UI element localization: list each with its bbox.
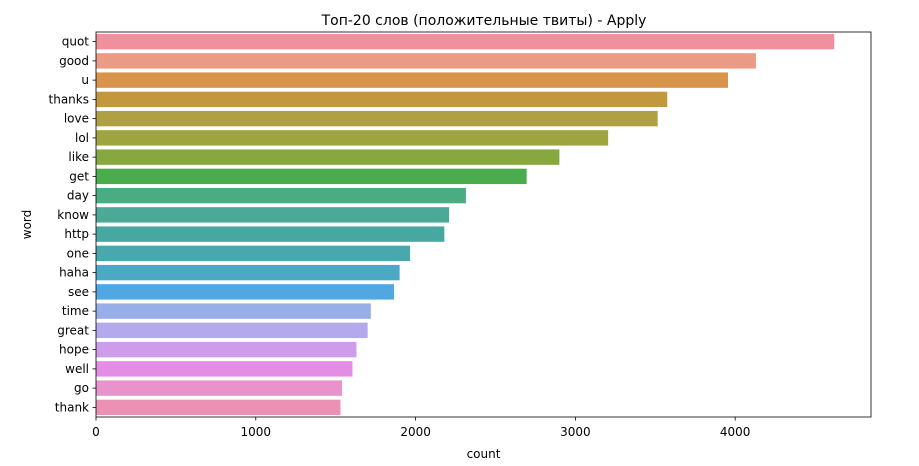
bar-good: [96, 53, 756, 69]
y-tick-label: good: [59, 54, 89, 68]
bar-lol: [96, 130, 609, 146]
bar-time: [96, 303, 371, 319]
bar-go: [96, 380, 343, 396]
y-tick-label: http: [64, 227, 89, 241]
plot-frame: [95, 31, 872, 418]
y-tick-label: go: [74, 381, 89, 395]
x-tick-label: 4000: [720, 425, 751, 439]
x-tick-label: 2000: [400, 425, 431, 439]
bar-one: [96, 245, 410, 262]
bar-get: [96, 168, 527, 185]
y-tick-label: well: [65, 362, 89, 376]
y-tick-label: know: [57, 208, 89, 222]
bar-know: [96, 207, 450, 223]
bar-great: [96, 322, 368, 339]
bar-thanks: [96, 91, 668, 108]
bar-thank: [96, 399, 341, 416]
x-tick-label: 0: [92, 425, 100, 439]
y-tick-label: like: [68, 150, 89, 164]
y-axis-title: word: [20, 210, 34, 240]
x-tick-label: 1000: [241, 425, 272, 439]
bar-see: [96, 284, 395, 300]
y-tick-label: get: [69, 169, 89, 183]
bar-well: [96, 361, 353, 377]
y-tick-label: thanks: [49, 92, 89, 106]
x-tick-label: 3000: [560, 425, 591, 439]
y-tick-label: haha: [59, 266, 89, 280]
bar-day: [96, 187, 466, 204]
y-tick-label: hope: [59, 343, 89, 357]
y-tick-label: see: [68, 285, 89, 299]
bar-like: [96, 149, 560, 165]
bar-haha: [96, 264, 400, 281]
y-tick-label: love: [64, 112, 89, 126]
bars-layer: [96, 33, 835, 416]
y-tick-label: great: [57, 323, 89, 337]
bar-hope: [96, 341, 357, 358]
y-tick-label: time: [62, 304, 89, 318]
y-tick-label: day: [67, 189, 89, 203]
bar-love: [96, 110, 658, 127]
y-tick-label: thank: [55, 400, 89, 414]
y-tick-label: one: [67, 246, 89, 260]
x-axis-title: count: [467, 447, 501, 461]
bar-http: [96, 226, 445, 242]
y-tick-label: lol: [75, 131, 89, 145]
bar-quot: [96, 33, 835, 50]
bar-u: [96, 72, 728, 88]
x-ticks: 0 1000 2000 3000 4000: [92, 417, 750, 439]
y-tick-label: quot: [62, 35, 90, 49]
chart-title: Топ-20 слов (положительные твиты) - Appl…: [321, 13, 647, 29]
y-tick-label: u: [81, 73, 89, 87]
y-ticks: quot good u thanks love lol like get day know http…: [49, 35, 96, 414]
